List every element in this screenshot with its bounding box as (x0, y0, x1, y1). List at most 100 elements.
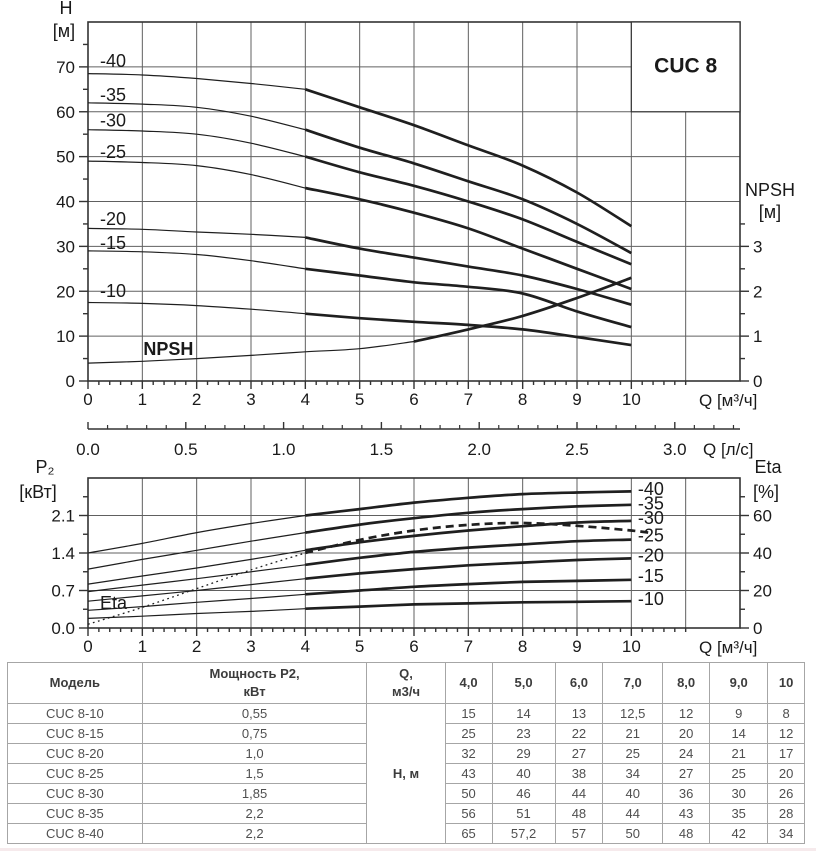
h-value-cell: 42 (709, 823, 769, 844)
tick-label: 70 (56, 58, 75, 77)
curve-10 (87, 599, 632, 619)
tick-label: 4 (301, 390, 310, 409)
curve-label: -15 (638, 566, 664, 586)
h-value-cell: 44 (602, 803, 664, 824)
curve-15 (87, 578, 632, 611)
col-header-2: Q, м3/ч (366, 662, 446, 704)
col-header-8: 9,0 (709, 662, 769, 704)
h-value-cell: 14 (709, 723, 769, 744)
power-cell: 1,5 (141, 763, 368, 784)
curve-label: -30 (638, 508, 664, 528)
col-header-9: 10 (767, 662, 805, 704)
tick-label: 2.5 (565, 440, 589, 459)
tick-label: 0.0 (51, 619, 75, 638)
curve-40 (87, 73, 633, 228)
tick-label: 6 (409, 390, 418, 409)
h-unit-cell: Н, м (366, 703, 446, 844)
tick-label: 20 (56, 282, 75, 301)
curve-label: -40 (100, 51, 126, 71)
tick-label: 2 (192, 637, 201, 656)
tick-label: 5 (355, 390, 364, 409)
model-cell: CUC 8-20 (7, 743, 143, 764)
h-value-cell: 23 (491, 723, 556, 744)
h-value-cell: 56 (444, 803, 493, 824)
tick-label: 1 (138, 390, 147, 409)
h-value-cell: 24 (662, 743, 711, 764)
y-axis-title: P₂ (36, 457, 55, 477)
col-header-7: 8,0 (662, 662, 711, 704)
tick-label: 1.4 (51, 544, 75, 563)
chart-title: CUC 8 (654, 54, 717, 77)
curve-label: -40 (638, 479, 664, 499)
curve-35 (87, 503, 632, 570)
performance-charts: CUC 8-40-35-30-25-20-15-10NPSH0102030405… (19, 0, 795, 657)
curve-label: -20 (638, 546, 664, 566)
lps-axis: 0.0 0.5 1.0 1.5 2.0 2.5 3.0 Q [л/с] (76, 422, 754, 459)
curve-label: -25 (100, 142, 126, 162)
h-value-cell: 13 (554, 703, 604, 724)
model-cell: CUC 8-10 (7, 703, 143, 724)
h-value-cell: 12 (662, 703, 711, 724)
x-axis-title: Q [м³/ч] (699, 391, 757, 410)
h-value-cell: 43 (444, 763, 493, 784)
curve-25 (87, 538, 632, 593)
y2-axis-title: NPSH (745, 180, 795, 200)
h-value-cell: 27 (554, 743, 604, 764)
model-cell: CUC 8-40 (7, 823, 143, 844)
table-row: CUC 8-35 2,2 56 51 48 44 43 35 28 (7, 803, 805, 824)
y-axis-title: H (60, 0, 73, 18)
table-row: CUC 8-15 0,75 25 23 22 21 20 14 12 (7, 723, 805, 744)
tick-label: 0 (753, 619, 762, 638)
h-value-cell: 25 (602, 743, 664, 764)
col-header-6: 7,0 (602, 662, 664, 704)
curve-label: -35 (638, 494, 664, 514)
model-cell: CUC 8-35 (7, 803, 143, 824)
tick-label: 0 (753, 372, 762, 391)
curve-npsh (87, 276, 632, 364)
power-cell: 0,55 (141, 703, 368, 724)
x-axis-title: Q [м³/ч] (699, 638, 757, 657)
col-header-1: Мощность Р2, кВт (141, 662, 368, 704)
model-cell: CUC 8-15 (7, 723, 143, 744)
curve-label: -20 (100, 209, 126, 229)
y2-axis-title: Eta (754, 457, 782, 477)
curve-25 (87, 160, 632, 291)
page-edge-strip (0, 848, 816, 851)
tick-label: 40 (753, 544, 772, 563)
chart-title-box (630, 21, 741, 113)
tick-label: 9 (572, 637, 581, 656)
table-row: CUC 8-10 0,55 Н, м 15 14 13 12,5 12 9 8 (7, 703, 805, 844)
head-ticks (79, 43, 749, 389)
tick-label: 8 (518, 390, 527, 409)
tick-label: 2 (192, 390, 201, 409)
h-value-cell: 38 (554, 763, 604, 784)
curve-40 (87, 490, 632, 554)
curve-label: -25 (638, 526, 664, 546)
h-value-cell: 36 (662, 783, 711, 804)
h-value-cell: 48 (554, 803, 604, 824)
h-value-cell: 46 (491, 783, 556, 804)
h-value-cell: 15 (444, 703, 493, 724)
curve-eta (87, 521, 654, 625)
tick-label: 1.5 (370, 440, 394, 459)
tick-label: 3 (753, 237, 762, 256)
curve-label: -10 (638, 589, 664, 609)
tick-label: 1 (753, 327, 762, 346)
tick-label: 0 (83, 637, 92, 656)
h-value-cell: 50 (444, 783, 493, 804)
tick-label: 20 (753, 582, 772, 601)
h-value-cell: 34 (767, 823, 805, 844)
tick-label: 0.0 (76, 440, 100, 459)
tick-label: 0.7 (51, 582, 75, 601)
table-row: CUC 8-20 1,0 32 29 27 25 24 21 17 (7, 743, 805, 764)
h-value-cell: 20 (662, 723, 711, 744)
col-header-5: 6,0 (554, 662, 604, 704)
curve-label: -35 (100, 85, 126, 105)
h-value-cell: 12,5 (602, 703, 664, 724)
h-value-cell: 35 (709, 803, 769, 824)
table-row: CUC 8-30 1,85 50 46 44 40 36 30 26 (7, 783, 805, 804)
curve-15 (87, 250, 632, 329)
h-value-cell: 21 (602, 723, 664, 744)
